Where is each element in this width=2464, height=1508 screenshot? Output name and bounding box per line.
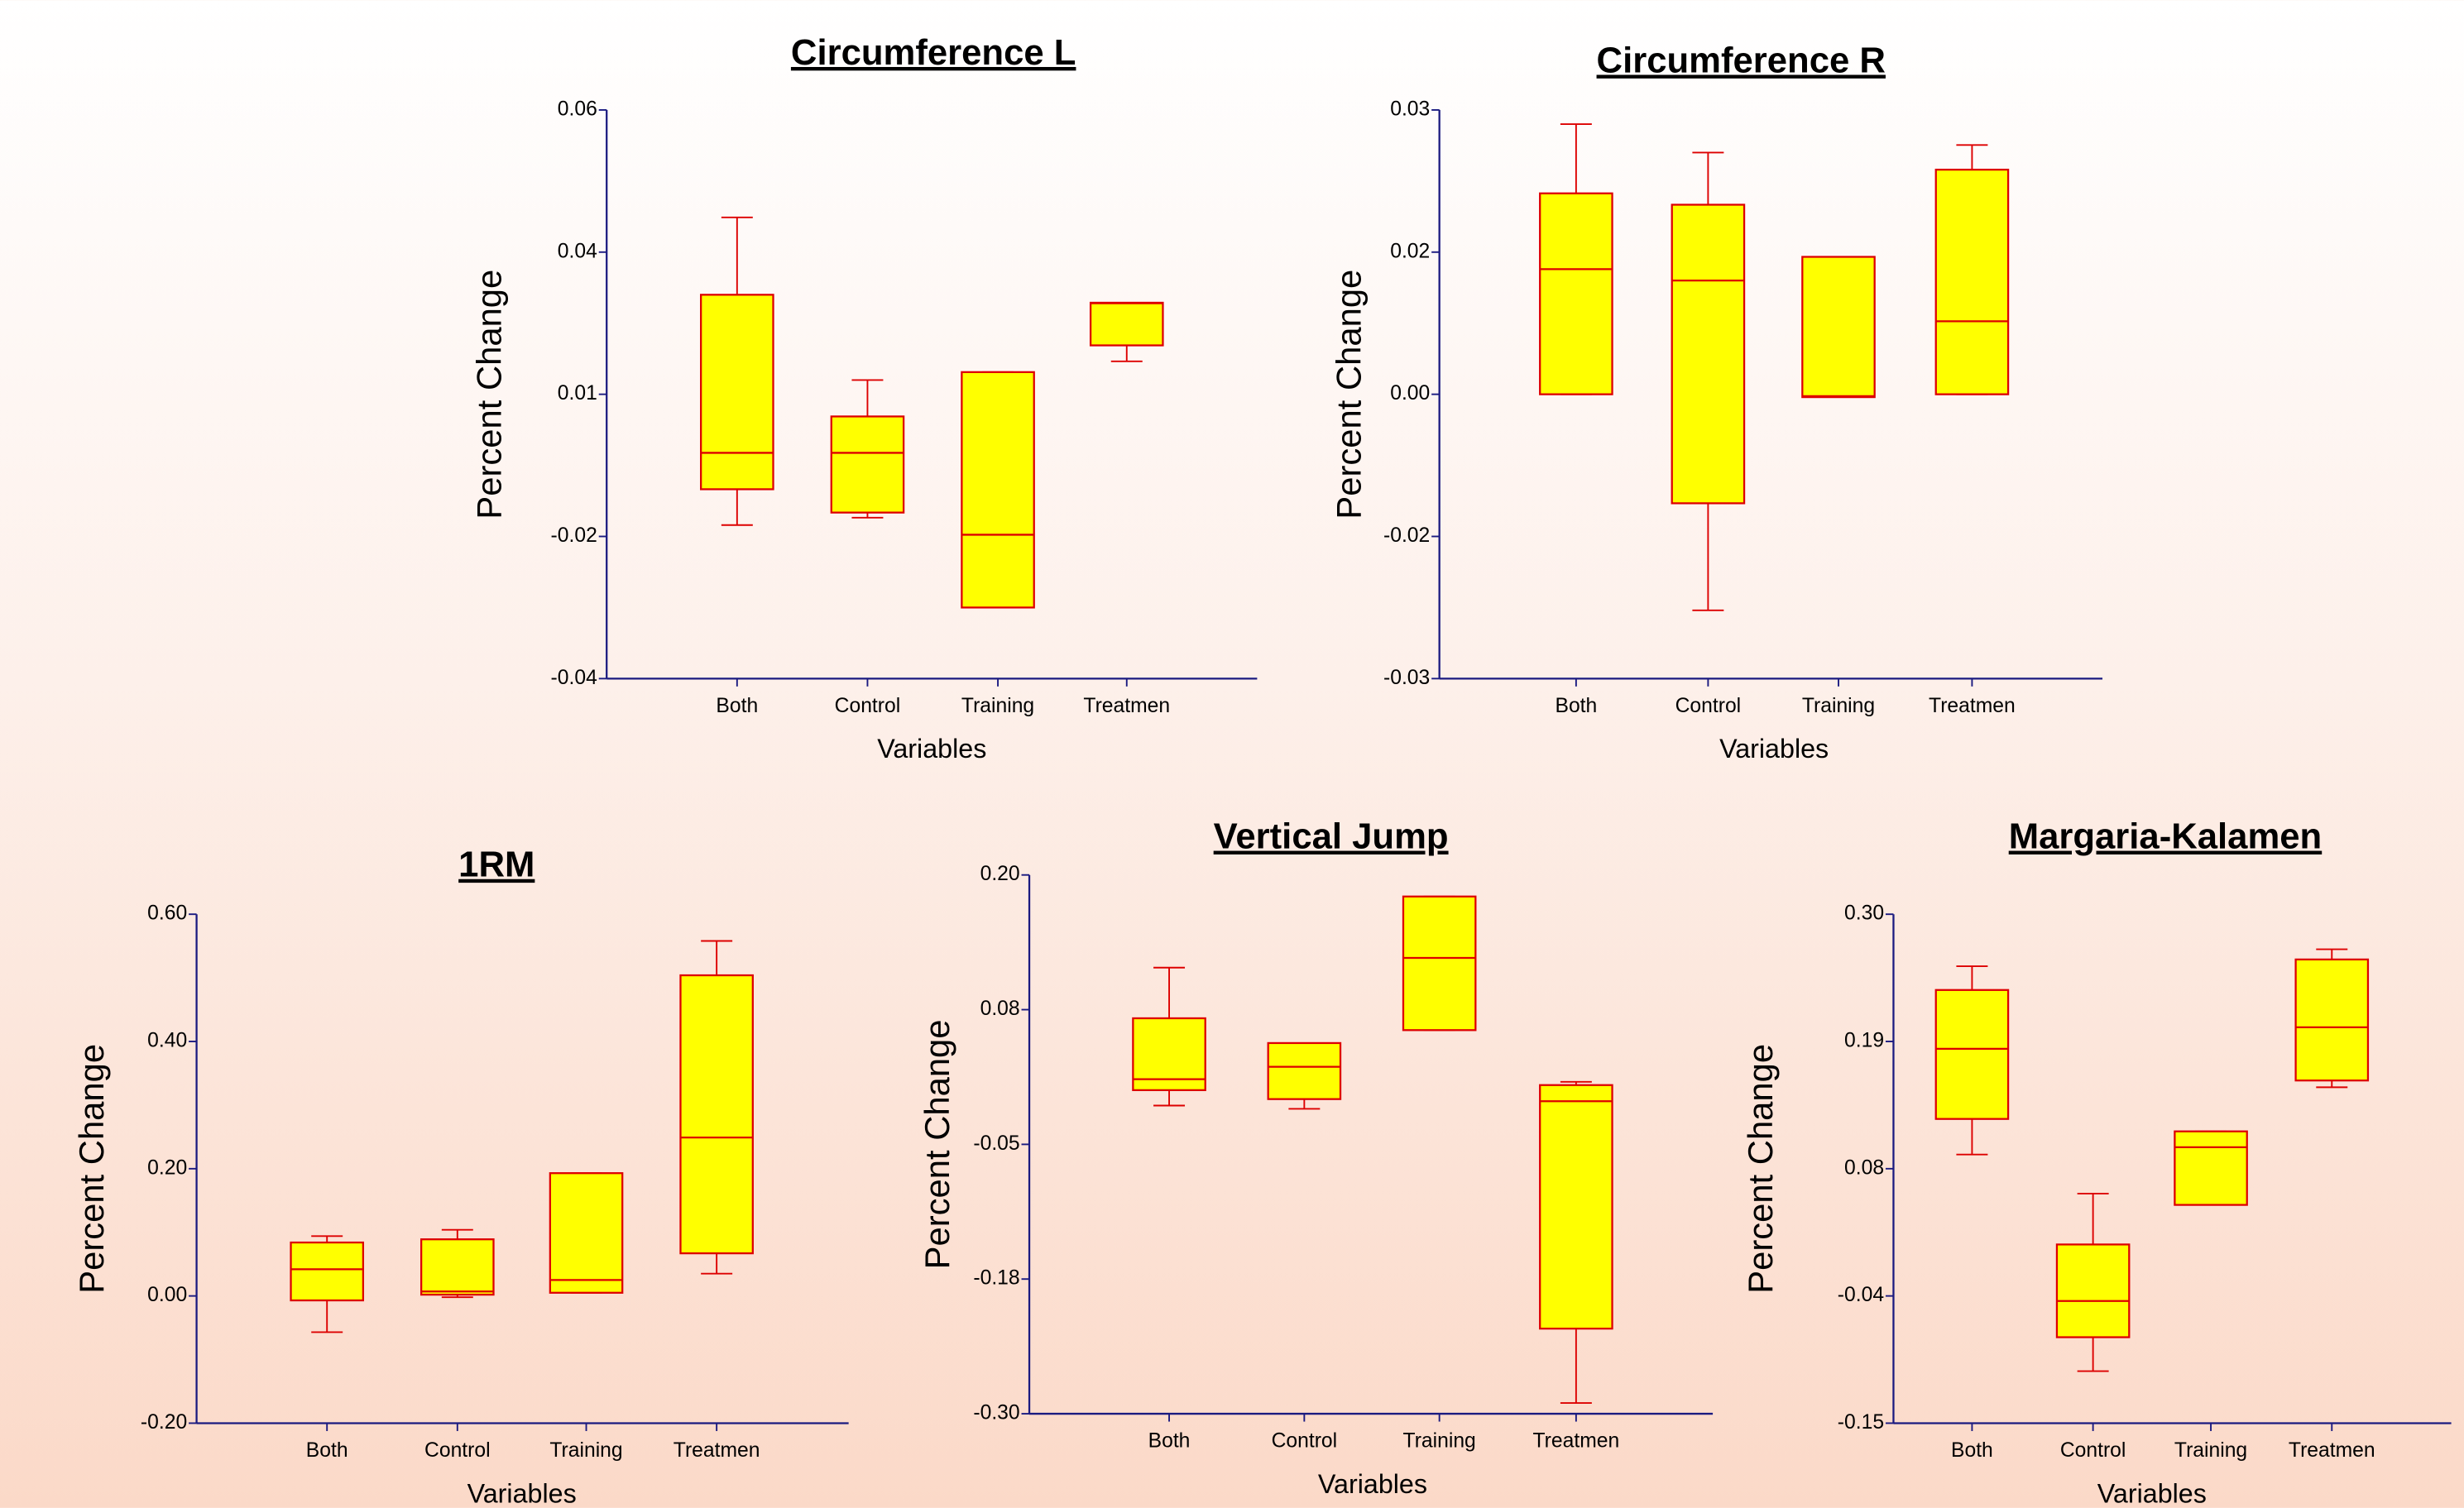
y-tick-label: -0.02 [551, 524, 597, 547]
x-axis-label: Variables [1719, 734, 1829, 764]
box [1934, 168, 2010, 395]
box [1132, 1017, 1206, 1092]
box [1267, 1041, 1342, 1100]
y-tick-label: 0.00 [1390, 382, 1430, 405]
box [1402, 895, 1477, 1032]
box [2174, 1130, 2248, 1206]
y-tick-label: 0.20 [980, 863, 1020, 885]
y-tick-label: 0.02 [1390, 240, 1430, 262]
box [419, 1238, 495, 1296]
x-tick-label: Both [1951, 1439, 1993, 1462]
y-tick-label: -0.03 [1383, 667, 1430, 689]
x-tick-label: Both [306, 1439, 348, 1462]
y-tick-label: -0.02 [1383, 524, 1430, 547]
x-tick-label: Training [1802, 695, 1875, 717]
y-tick-label: 0.40 [147, 1030, 187, 1052]
x-axis-label: Variables [877, 734, 986, 764]
y-tick-label: -0.18 [973, 1267, 1019, 1290]
y-tick-label: 0.20 [147, 1156, 187, 1179]
x-tick-label: Control [835, 695, 901, 717]
x-tick-label: Control [424, 1439, 491, 1462]
y-tick-label: -0.30 [973, 1402, 1019, 1424]
box [1089, 301, 1164, 347]
x-tick-label: Both [716, 695, 758, 717]
box [1671, 203, 1746, 505]
y-tick-label: 0.30 [1844, 902, 1884, 925]
y-tick-label: 0.01 [558, 382, 597, 405]
x-axis-label: Variables [467, 1478, 577, 1508]
y-axis-label: Percent Change [918, 1019, 956, 1269]
x-tick-label: Training [1403, 1430, 1476, 1453]
box [2294, 958, 2370, 1082]
box [830, 415, 905, 514]
chart-title: 1RM [458, 845, 535, 885]
x-tick-label: Control [1272, 1430, 1338, 1453]
y-tick-label: 0.08 [1844, 1156, 1884, 1179]
y-tick-label: 0.04 [558, 240, 597, 262]
y-axis-label: Percent Change [1741, 1044, 1780, 1294]
y-tick-label: 0.60 [147, 902, 187, 925]
box [700, 294, 774, 491]
y-tick-label: 0.06 [558, 98, 597, 120]
chart-title: Circumference R [1597, 40, 1886, 80]
y-tick-label: 0.00 [147, 1284, 187, 1306]
y-tick-label: -0.04 [1838, 1284, 1884, 1306]
x-tick-label: Control [2060, 1439, 2126, 1462]
x-tick-label: Both [1148, 1430, 1191, 1453]
chart-title: Margaria-Kalamen [2009, 816, 2323, 857]
box [1539, 192, 1613, 395]
box [549, 1172, 624, 1294]
y-tick-label: -0.04 [551, 667, 597, 689]
box [1801, 256, 1876, 399]
y-axis-label: Percent Change [72, 1044, 111, 1294]
x-tick-label: Training [961, 695, 1034, 717]
y-axis-label: Percent Change [470, 270, 509, 519]
x-tick-label: Training [2174, 1439, 2247, 1462]
box [1539, 1084, 1613, 1330]
chart-title: Circumference L [791, 32, 1076, 73]
y-tick-label: -0.20 [141, 1411, 187, 1434]
y-tick-label: -0.05 [973, 1132, 1019, 1155]
x-tick-label: Both [1555, 695, 1597, 717]
x-tick-label: Treatmen [2289, 1439, 2375, 1462]
x-tick-label: Treatmen [1083, 695, 1170, 717]
box [290, 1241, 365, 1302]
x-tick-label: Treatmen [1533, 1430, 1620, 1453]
box [2055, 1243, 2131, 1338]
x-tick-label: Training [549, 1439, 622, 1462]
box [1934, 989, 2010, 1120]
box [679, 974, 754, 1255]
y-tick-label: 0.03 [1390, 98, 1430, 120]
box [961, 371, 1035, 609]
x-axis-label: Variables [2097, 1478, 2207, 1508]
x-tick-label: Treatmen [674, 1439, 760, 1462]
x-tick-label: Control [1675, 695, 1742, 717]
y-axis-label: Percent Change [1329, 270, 1368, 519]
x-axis-label: Variables [1318, 1469, 1427, 1499]
y-tick-label: 0.19 [1844, 1030, 1884, 1052]
chart-title: Vertical Jump [1214, 816, 1449, 857]
y-tick-label: 0.08 [980, 998, 1020, 1020]
x-tick-label: Treatmen [1929, 695, 2016, 717]
y-tick-label: -0.15 [1838, 1411, 1884, 1434]
